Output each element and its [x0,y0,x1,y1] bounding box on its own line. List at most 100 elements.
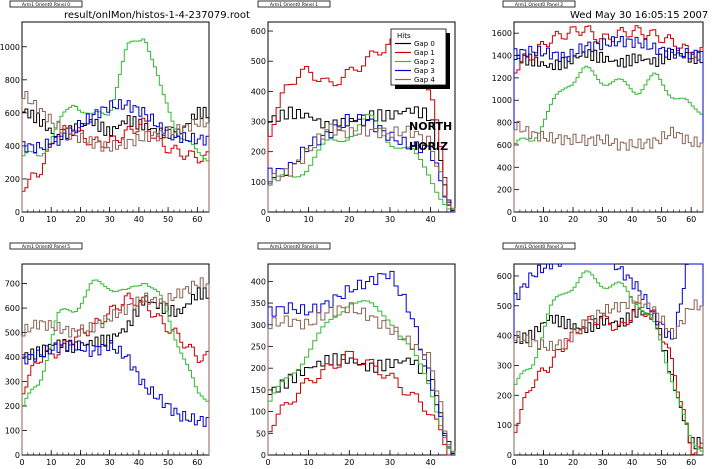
y-tick-label: 0 [15,208,20,217]
x-tick-label: 0 [511,215,516,224]
y-tick-label: 600 [5,109,20,118]
series-gap-2 [513,65,704,212]
panel-5: Arm1 Orient0 Panel 3 0 10 20 30 40 50 60 100 200 3… [497,242,704,467]
y-tick-label: 200 [497,391,512,400]
x-tick-label: 40 [426,458,436,467]
x-tick-label: 10 [46,215,56,224]
plot-frame [21,263,210,456]
y-tick-label: 400 [497,163,512,172]
panel-title: Arm1 Orient0 Panel 3 [515,244,563,250]
y-tick-label: 1000 [492,96,512,105]
y-tick-label: 800 [5,76,20,85]
legend-entry: Gap 4 [414,76,435,84]
panel-title: Arm1 Orient0 Panel 2 [515,2,563,8]
y-tick-label: 600 [5,304,20,313]
series-gap-0 [21,106,210,212]
y-tick-label: 1000 [0,43,20,52]
y-tick-label: 800 [497,119,512,128]
x-tick-label: 10 [304,215,314,224]
series-gap-4 [513,120,704,212]
x-tick-label: 10 [46,458,56,467]
x-tick-label: 30 [385,215,395,224]
y-tick-label: 300 [5,378,20,387]
y-tick-label: 200 [5,402,20,411]
annotation-north: NORTH [409,120,453,133]
series-gap-2 [513,270,704,455]
x-tick-label: 30 [385,458,395,467]
y-tick-label: 200 [251,148,266,157]
panel-2: Arm1 Orient0 Panel 2 0 10 20 30 40 50 60 200 400 6… [492,0,704,224]
y-tick-label: 200 [251,364,266,373]
y-tick-label: 50 [256,429,266,438]
y-tick-label: 100 [497,421,512,430]
plot-frame [513,263,704,456]
panel-title: Arm1 Orient0 Panel 5 [22,244,70,250]
x-tick-label: 0 [19,215,24,224]
x-tick-label: 30 [598,458,608,467]
y-tick-label: 600 [251,27,266,36]
y-tick-label: 1600 [492,29,512,38]
y-tick-label: 500 [251,57,266,66]
x-tick-label: 40 [627,215,637,224]
series-gap-3 [21,99,210,212]
y-tick-label: 400 [497,332,512,341]
panel-title-box [257,0,331,8]
series-gap-1 [21,117,210,212]
series-gap-1 [21,292,210,455]
series-gap-3 [513,35,704,212]
y-tick-label: 150 [251,386,266,395]
x-tick-label: 10 [538,458,548,467]
x-tick-label: 40 [134,215,144,224]
y-tick-label: 0 [15,451,20,460]
y-tick-label: 0 [261,451,266,460]
x-tick-label: 0 [265,458,270,467]
legend-title: Hits [397,32,411,40]
y-tick-label: 200 [497,186,512,195]
plot-frame [513,21,704,213]
x-tick-label: 20 [568,458,578,467]
y-tick-label: 400 [5,142,20,151]
panel-title-box [502,0,576,8]
series-gap-1 [513,301,704,455]
y-tick-label: 100 [5,427,20,436]
x-tick-label: 30 [598,215,608,224]
panel-title-box [257,242,331,250]
x-tick-label: 20 [75,215,85,224]
panel-title: Arm1 Orient0 Panel 1 [270,2,318,8]
x-tick-label: 20 [75,458,85,467]
panel-3: Arm1 Orient0 Panel 5 0 10 20 30 40 50 60 100 200 3… [5,242,210,467]
legend-entry: Gap 1 [414,49,435,57]
series-gap-4 [267,123,456,212]
y-tick-label: 300 [497,361,512,370]
plot-frame [21,21,210,213]
x-tick-label: 60 [686,215,696,224]
file-name-label: result/onlMon/histos-1-4-237079.root [64,10,250,21]
y-tick-label: 500 [5,329,20,338]
series-gap-2 [21,38,210,212]
x-tick-label: 40 [134,458,144,467]
panel-title-box [9,242,83,250]
plot-frame [267,21,456,213]
series-gap-3 [21,340,210,455]
x-tick-label: 50 [657,215,667,224]
x-tick-label: 0 [19,458,24,467]
series-gap-1 [267,350,455,456]
y-tick-label: 100 [251,178,266,187]
x-tick-label: 60 [192,215,202,224]
series-gap-0 [267,353,456,455]
x-tick-label: 40 [627,458,637,467]
x-tick-label: 50 [163,215,173,224]
series-gap-4 [21,91,210,212]
y-tick-label: 200 [5,175,20,184]
x-tick-label: 30 [105,215,115,224]
series-gap-0 [513,48,704,212]
y-tick-label: 600 [497,272,512,281]
series-gap-1 [513,25,704,212]
x-tick-label: 0 [511,458,516,467]
x-tick-label: 10 [304,458,314,467]
y-tick-label: 700 [5,280,20,289]
x-tick-label: 60 [192,458,202,467]
panel-0: Arm1 Orient0 Panel 0 0 10 20 30 40 50 60 200 400 6… [0,0,210,224]
